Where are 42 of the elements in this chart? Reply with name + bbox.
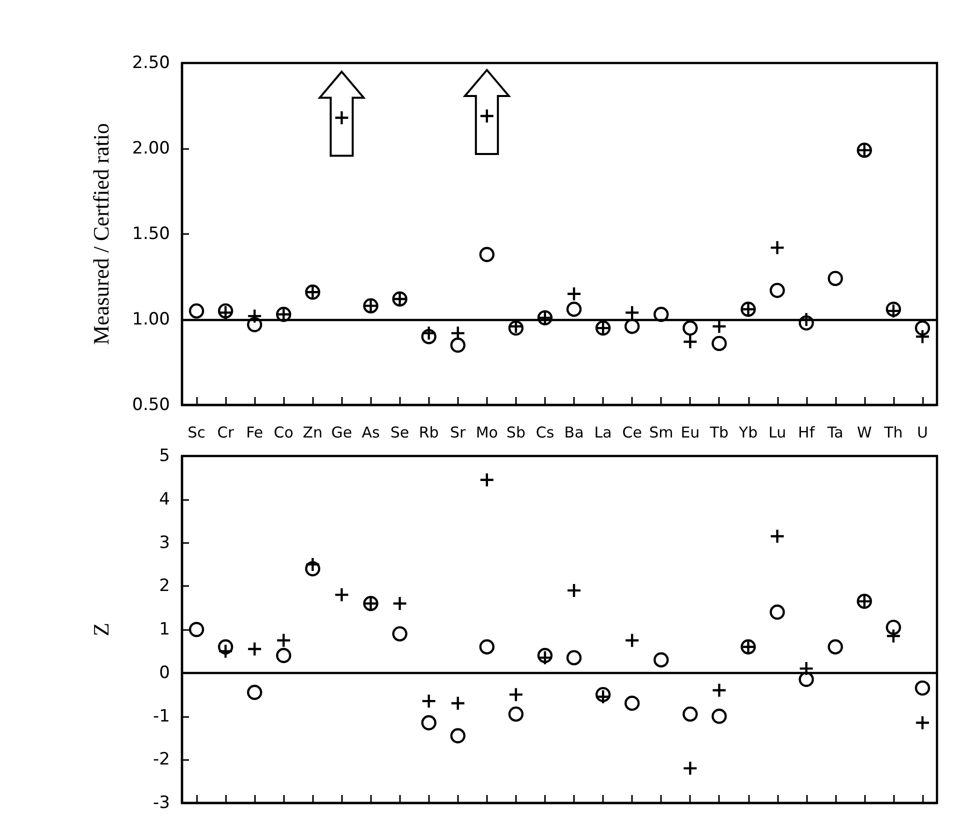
x-tick-label: Hf xyxy=(798,424,816,442)
y-tick-label: 2.00 xyxy=(132,138,170,158)
x-tick-label: Sc xyxy=(188,424,206,442)
y-tick-label: 1 xyxy=(159,620,170,640)
x-tick-label: As xyxy=(362,424,380,442)
x-tick-label: Cr xyxy=(217,424,235,442)
x-tick-label: Eu xyxy=(680,424,700,442)
x-tick-label: Ta xyxy=(826,424,844,442)
y-tick-label: 4 xyxy=(159,489,170,510)
x-tick-label: Se xyxy=(390,424,410,442)
x-tick-label: Cs xyxy=(536,424,554,442)
y-tick-label: -3 xyxy=(153,793,170,813)
x-tick-label: Zn xyxy=(302,424,323,442)
x-tick-label: Fe xyxy=(246,424,264,442)
x-tick-label: U xyxy=(916,424,928,442)
y-tick-label: 5 xyxy=(159,446,170,466)
y-axis-title: Z xyxy=(88,622,114,636)
y-tick-label: 2.50 xyxy=(132,53,170,73)
x-tick-label: Sm xyxy=(649,424,674,442)
y-tick-label: 0.50 xyxy=(132,395,170,415)
x-tick-label: Tb xyxy=(708,424,729,442)
y-axis-title: Measured / Certfied ratio xyxy=(88,123,114,345)
x-tick-label: Lu xyxy=(768,424,786,442)
x-tick-label: Rb xyxy=(418,424,439,442)
x-tick-label: Sb xyxy=(506,424,526,442)
y-tick-label: 1.50 xyxy=(132,224,170,244)
x-tick-label: Yb xyxy=(738,424,758,442)
x-tick-label: La xyxy=(594,424,612,442)
x-tick-label: Co xyxy=(274,424,294,442)
x-tick-label: Th xyxy=(883,424,903,442)
x-tick-label: Ce xyxy=(622,424,642,442)
y-tick-label: 1.00 xyxy=(132,310,170,330)
y-tick-label: -2 xyxy=(153,750,170,770)
x-tick-label: Sr xyxy=(450,424,467,442)
x-tick-label: W xyxy=(856,424,872,442)
y-tick-label: 2 xyxy=(159,576,170,596)
y-tick-label: 0 xyxy=(159,662,170,683)
x-tick-label: Ba xyxy=(564,424,584,442)
y-tick-label: 3 xyxy=(159,532,170,553)
x-tick-label: Ge xyxy=(331,424,352,442)
y-tick-label: -1 xyxy=(153,706,170,726)
x-tick-label: Mo xyxy=(476,424,498,442)
